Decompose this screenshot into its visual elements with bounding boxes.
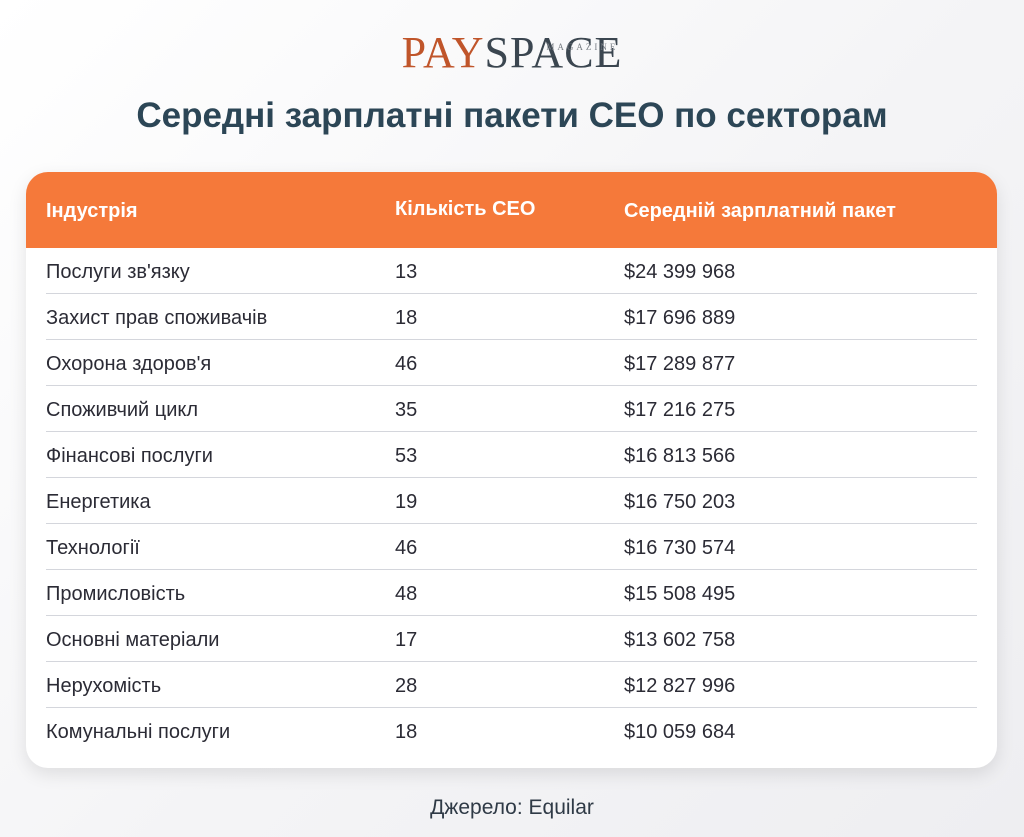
cell-avg-package: $15 508 495 — [624, 583, 736, 605]
brand-space-text: SPACE — [484, 28, 623, 77]
cell-industry: Фінансові послуги — [46, 445, 213, 467]
cell-ceo-count: 18 — [395, 721, 418, 743]
row-divider — [46, 477, 977, 478]
cell-ceo-count: 48 — [395, 583, 418, 605]
table-row: Технології 46 $16 730 574 — [26, 524, 997, 570]
row-divider — [46, 339, 977, 340]
table-body: Послуги зв'язку 13 $24 399 968 Захист прав … — [26, 248, 997, 754]
cell-ceo-count: 18 — [395, 307, 418, 329]
table-row: Нерухомість 28 $12 827 996 — [26, 662, 997, 708]
cell-ceo-count: 35 — [395, 399, 418, 421]
brand-logo: MAGAZINE PAYSPACE — [0, 22, 1024, 82]
cell-ceo-count: 17 — [395, 629, 418, 651]
cell-ceo-count: 46 — [395, 353, 418, 375]
table-row: Промисловість 48 $15 508 495 — [26, 570, 997, 616]
row-divider — [46, 707, 977, 708]
cell-industry: Захист прав споживачів — [46, 307, 268, 329]
cell-industry: Основні матеріали — [46, 629, 220, 651]
cell-ceo-count: 19 — [395, 491, 418, 513]
cell-industry: Комунальні послуги — [46, 721, 231, 743]
table-row: Захист прав споживачів 18 $17 696 889 — [26, 294, 997, 340]
cell-ceo-count: 13 — [395, 261, 418, 283]
table-row: Комунальні послуги 18 $10 059 684 — [26, 708, 997, 754]
cell-avg-package: $17 216 275 — [624, 399, 736, 421]
cell-industry: Енергетика — [46, 491, 151, 513]
table-row: Послуги зв'язку 13 $24 399 968 — [26, 248, 997, 294]
row-divider — [46, 293, 977, 294]
row-divider — [46, 385, 977, 386]
cell-avg-package: $13 602 758 — [624, 629, 736, 651]
row-divider — [46, 431, 977, 432]
cell-ceo-count: 53 — [395, 445, 418, 467]
cell-avg-package: $17 289 877 — [624, 353, 736, 375]
cell-ceo-count: 46 — [395, 537, 418, 559]
row-divider — [46, 523, 977, 524]
table-row: Основні матеріали 17 $13 602 758 — [26, 616, 997, 662]
cell-avg-package: $16 750 203 — [624, 491, 736, 513]
table-header: Індустрія Кількість CEO Середній зарплат… — [26, 172, 997, 248]
table-row: Фінансові послуги 53 $16 813 566 — [26, 432, 997, 478]
row-divider — [46, 615, 977, 616]
table-row: Енергетика 19 $16 750 203 — [26, 478, 997, 524]
cell-industry: Технології — [46, 537, 140, 559]
cell-avg-package: $16 813 566 — [624, 445, 736, 467]
source-note: Джерело: Equilar — [430, 796, 594, 819]
cell-avg-package: $24 399 968 — [624, 261, 736, 283]
cell-industry: Споживчий цикл — [46, 399, 199, 421]
row-divider — [46, 569, 977, 570]
table-row: Споживчий цикл 35 $17 216 275 — [26, 386, 997, 432]
brand-magazine-label: MAGAZINE — [546, 42, 619, 52]
cell-industry: Нерухомість — [46, 675, 162, 697]
cell-industry: Промисловість — [46, 583, 186, 605]
cell-avg-package: $17 696 889 — [624, 307, 736, 329]
cell-industry: Охорона здоров'я — [46, 353, 212, 375]
salary-table: Індустрія Кількість CEO Середній зарплат… — [26, 172, 997, 768]
row-divider — [46, 661, 977, 662]
cell-avg-package: $10 059 684 — [624, 721, 736, 743]
column-header-avg-package: Середній зарплатний пакет — [624, 200, 896, 222]
cell-industry: Послуги зв'язку — [46, 261, 190, 283]
brand-pay-text: PAY — [401, 28, 485, 77]
page-title: Середні зарплатні пакети CEO по секторам — [136, 96, 888, 135]
column-header-industry: Індустрія — [46, 200, 138, 222]
cell-avg-package: $16 730 574 — [624, 537, 736, 559]
cell-ceo-count: 28 — [395, 675, 418, 697]
column-header-ceo-count: Кількість CEO — [395, 198, 536, 220]
cell-avg-package: $12 827 996 — [624, 675, 736, 697]
table-row: Охорона здоров'я 46 $17 289 877 — [26, 340, 997, 386]
